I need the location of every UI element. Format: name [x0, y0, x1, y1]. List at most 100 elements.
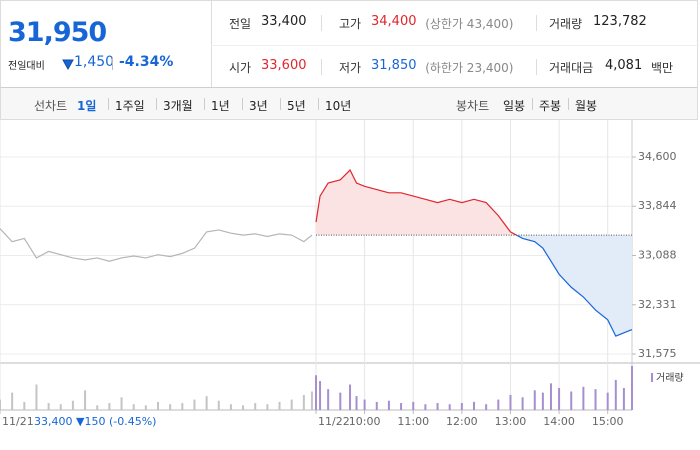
volume-bar: [509, 394, 512, 410]
volume-bar: [349, 384, 352, 410]
chart: 34,600 33,844 33,088 32,331 31,575 11/21 11/22…: [0, 120, 700, 428]
period-tab[interactable]: 1일: [77, 99, 97, 113]
candle-tab[interactable]: 주봉: [539, 99, 562, 113]
volume-bar: [193, 399, 196, 410]
volume-bar: [254, 403, 257, 410]
change-rate: -4.34%: [119, 54, 174, 70]
info-unit: 백만: [651, 61, 674, 75]
volume-bar: [302, 394, 305, 410]
volume-bar: [448, 404, 451, 410]
tab-sep: [280, 98, 281, 110]
price-box: 31,950 전일대비 1,450 -4.34%: [1, 1, 212, 87]
y-tick-label: 31,575: [638, 347, 677, 360]
y-tick-label: 34,600: [638, 150, 677, 163]
volume-bar: [570, 391, 573, 410]
volume-bar: [485, 404, 488, 410]
candle-tab[interactable]: 일봉: [503, 99, 526, 113]
info-label: 거래량: [549, 17, 583, 31]
volume-bar: [84, 390, 87, 410]
tab-bar: 선차트 1일 1주일 3개월 1년 3년 5년 10년 봉차트 일봉 주봉 월봉: [0, 88, 698, 120]
legend-swatch: [651, 373, 653, 382]
volume-bar: [35, 384, 38, 410]
info-value: 31,850: [371, 58, 417, 73]
volume-bar: [412, 401, 415, 410]
volume-bar: [582, 386, 585, 410]
volume-bar: [400, 403, 403, 410]
volume-bar: [355, 396, 358, 410]
volume-bar: [533, 390, 536, 410]
period-tab[interactable]: 1년: [211, 99, 230, 113]
x-tick-label: 11/22: [318, 415, 350, 428]
tab-group-label: 선차트: [34, 99, 68, 113]
volume-bar: [108, 403, 111, 410]
period-tab[interactable]: 5년: [287, 99, 306, 113]
volume-bar: [521, 397, 524, 410]
y-tick-label: 33,844: [638, 199, 677, 212]
volume-bar: [473, 401, 475, 410]
divider: [321, 59, 322, 75]
volume-bar: [144, 405, 147, 410]
volume-bar: [315, 375, 317, 410]
candle-tab[interactable]: 월봉: [575, 99, 598, 113]
divider: [536, 59, 537, 75]
volume-bar: [229, 404, 232, 410]
quote-panel: 31,950 전일대비 1,450 -4.34% 전일 33,400 고가 34,40…: [0, 0, 699, 88]
volume-bar: [541, 392, 544, 410]
tab-sep: [318, 98, 319, 110]
info-value: 33,600: [261, 58, 307, 73]
info-value: 4,081: [605, 58, 643, 73]
y-tick-label: 33,088: [638, 248, 677, 261]
legend-label: 거래량: [656, 372, 684, 384]
volume-bar: [594, 389, 597, 410]
volume-bar: [375, 401, 378, 410]
volume-bar: [497, 399, 500, 410]
tab-group-label: 봉차트: [456, 99, 490, 113]
volume-bar: [96, 405, 99, 410]
price: 31,950: [8, 17, 107, 48]
period-tab[interactable]: 3년: [249, 99, 268, 113]
volume-bar: [319, 381, 322, 410]
tab-sep: [242, 98, 243, 110]
line: [0, 228, 313, 262]
change-label: 전일대비: [8, 61, 45, 72]
volume-bar: [11, 392, 14, 410]
x-tick-label: 13:00: [495, 415, 527, 428]
volume-bar: [157, 401, 159, 410]
volume-bar: [205, 396, 208, 410]
volume-bar: [606, 392, 609, 410]
divider: [112, 57, 113, 70]
volume-bar: [339, 392, 342, 410]
info-note: (하한가 23,400): [425, 61, 514, 75]
volume-bar: [59, 404, 62, 410]
period-tab[interactable]: 3개월: [163, 99, 193, 113]
tab-sep: [568, 98, 569, 110]
x-tick-label: 15:00: [592, 415, 624, 428]
info-label: 거래대금: [549, 61, 594, 75]
volume-bar: [169, 404, 172, 410]
volume-bar: [181, 403, 184, 410]
line-down: [515, 235, 632, 337]
info-value: 123,782: [593, 14, 647, 29]
x-tick-label: 11:00: [397, 415, 429, 428]
info-label: 전일: [229, 17, 252, 31]
y-tick-label: 32,331: [638, 298, 677, 311]
x-tick-label: 12:00: [446, 415, 478, 428]
volume-bar: [290, 399, 293, 410]
divider: [321, 15, 322, 31]
period-tab[interactable]: 1주일: [115, 99, 145, 113]
info-label: 저가: [339, 61, 362, 75]
line-up: [315, 169, 518, 236]
volume-bar: [0, 399, 1, 410]
x-tick-label: 14:00: [543, 415, 575, 428]
x-tick-label: 11/21: [2, 415, 34, 428]
volume-bar: [71, 400, 74, 410]
volume-bar: [558, 388, 561, 410]
volume-bar: [387, 400, 390, 410]
volume-bar: [460, 403, 463, 410]
divider: [536, 15, 537, 31]
info-note: (상한가 43,400): [425, 17, 514, 31]
volume-bar: [614, 379, 617, 410]
volume-bar: [363, 399, 366, 410]
period-tab[interactable]: 10년: [325, 99, 352, 113]
